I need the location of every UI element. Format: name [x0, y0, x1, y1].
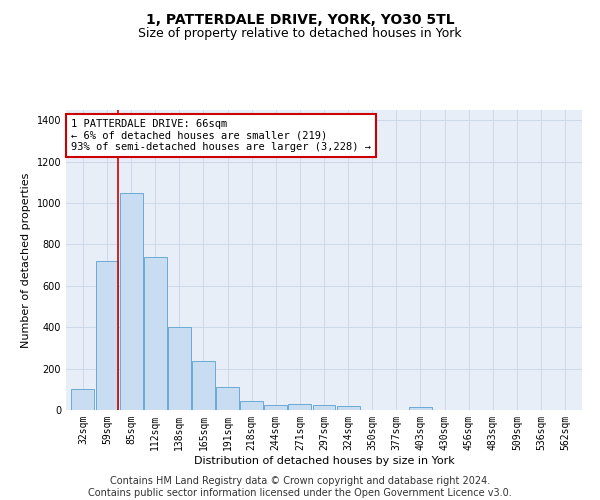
Bar — [119, 193, 143, 410]
Text: Contains HM Land Registry data © Crown copyright and database right 2024.
Contai: Contains HM Land Registry data © Crown c… — [88, 476, 512, 498]
Bar — [313, 405, 335, 410]
X-axis label: Distribution of detached houses by size in York: Distribution of detached houses by size … — [194, 456, 454, 466]
Bar — [409, 407, 432, 410]
Bar — [289, 404, 311, 410]
Bar — [265, 406, 287, 410]
Bar — [144, 257, 167, 410]
Text: 1, PATTERDALE DRIVE, YORK, YO30 5TL: 1, PATTERDALE DRIVE, YORK, YO30 5TL — [146, 12, 454, 26]
Bar — [168, 327, 191, 410]
Bar — [192, 362, 215, 410]
Bar — [71, 390, 94, 410]
Y-axis label: Number of detached properties: Number of detached properties — [21, 172, 31, 348]
Text: Size of property relative to detached houses in York: Size of property relative to detached ho… — [138, 28, 462, 40]
Bar — [337, 406, 359, 410]
Bar — [240, 402, 263, 410]
Bar — [216, 387, 239, 410]
Bar — [95, 261, 118, 410]
Text: 1 PATTERDALE DRIVE: 66sqm
← 6% of detached houses are smaller (219)
93% of semi-: 1 PATTERDALE DRIVE: 66sqm ← 6% of detach… — [71, 119, 371, 152]
